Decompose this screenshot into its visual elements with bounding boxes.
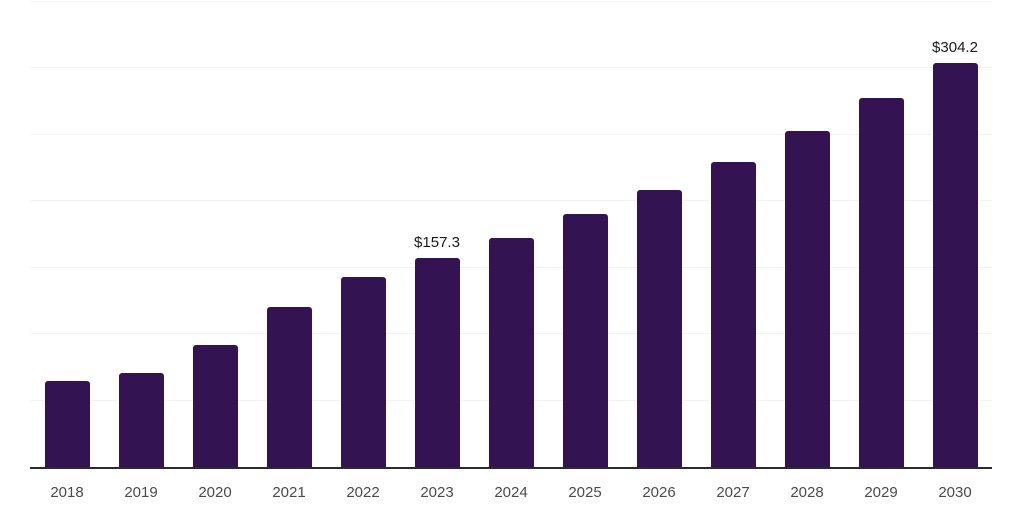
x-tick-2023: 2023 (420, 484, 454, 501)
bar-2018[interactable] (44, 381, 90, 467)
x-tick-2025: 2025 (568, 484, 602, 501)
x-tick-2029: 2029 (864, 484, 898, 501)
x-tick-2020: 2020 (198, 484, 232, 501)
bar-2030[interactable] (932, 62, 978, 467)
x-tick-2030: 2030 (938, 484, 972, 501)
x-tick-2026: 2026 (642, 484, 676, 501)
x-tick-2019: 2019 (124, 484, 158, 501)
x-tick-2021: 2021 (272, 484, 306, 501)
data-label-2030: $304.2 (932, 38, 978, 56)
gridline-350 (30, 1, 992, 2)
x-tick-2027: 2027 (716, 484, 750, 501)
x-tick-2022: 2022 (346, 484, 380, 501)
bar-2020[interactable] (192, 344, 238, 467)
plot-area: $157.3 $304.2 (30, 1, 992, 469)
data-label-2023: $157.3 (414, 234, 460, 252)
bar-2026[interactable] (636, 190, 682, 467)
gridline-300 (30, 67, 992, 69)
bar-2019[interactable] (118, 373, 164, 467)
bar-2024[interactable] (488, 237, 534, 467)
bar-2022[interactable] (340, 276, 386, 467)
gridline-200 (30, 200, 992, 202)
bar-2025[interactable] (562, 214, 608, 467)
gridline-250 (30, 133, 992, 135)
x-tick-2018: 2018 (50, 484, 84, 501)
x-axis: 2018 2019 2020 2021 2022 2023 2024 2025 2026 2027… (30, 483, 992, 505)
bar-2028[interactable] (784, 131, 830, 467)
bar-2021[interactable] (266, 306, 312, 467)
x-tick-2024: 2024 (494, 484, 528, 501)
bar-2027[interactable] (710, 162, 756, 467)
x-tick-2028: 2028 (790, 484, 824, 501)
bar-2029[interactable] (858, 97, 904, 467)
bar-2023[interactable] (414, 258, 460, 467)
